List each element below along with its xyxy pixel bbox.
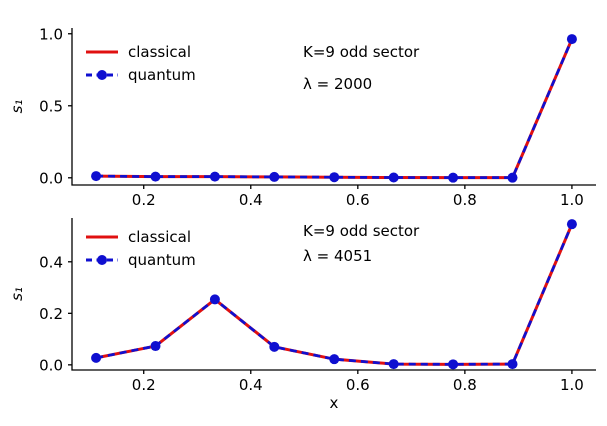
x-tick-label: 0.6 [346, 191, 370, 209]
x-tick-label: 0.2 [132, 191, 156, 209]
y-tick-label: 0.2 [39, 305, 63, 323]
quantum-marker [91, 352, 102, 363]
quantum-marker [566, 219, 577, 230]
quantum-marker [507, 172, 518, 183]
legend-sample-marker [97, 255, 107, 265]
quantum-marker [269, 341, 280, 352]
x-tick-label: 0.2 [132, 376, 156, 394]
y-tick-label: 0.0 [39, 356, 63, 374]
y-axis-label: s₁ [8, 100, 26, 114]
quantum-marker [269, 171, 280, 182]
quantum-marker [388, 359, 399, 370]
quantum-marker [507, 359, 518, 370]
x-tick-label: 0.8 [453, 191, 477, 209]
quantum-marker [329, 172, 340, 183]
y-tick-label: 0.0 [39, 169, 63, 187]
quantum-marker [209, 171, 220, 182]
x-tick-label: 0.4 [239, 191, 263, 209]
subplot-1: 0.0 0.2 0.4 0.2 0.4 0.6 0.8 1.0 classical quantum… [8, 218, 596, 412]
quantum-marker [150, 341, 161, 352]
axes-spines [71, 218, 596, 371]
annotation-text: λ = 2000 [303, 75, 372, 93]
y-tick-label: 1.0 [39, 25, 63, 43]
quantum-marker [209, 294, 220, 305]
quantum-marker [566, 34, 577, 45]
x-axis-label: x [330, 394, 339, 412]
legend-label: quantum [128, 251, 196, 269]
quantum-marker [388, 172, 399, 183]
quantum-line [95, 223, 574, 366]
quantum-marker [448, 359, 459, 370]
legend-label: classical [128, 228, 191, 246]
quantum-marker [329, 354, 340, 365]
annotation-text: λ = 4051 [303, 247, 372, 265]
quantum-marker [91, 171, 102, 182]
axes-spines [71, 28, 596, 186]
x-tick-label: 0.6 [346, 376, 370, 394]
y-tick-label: 0.5 [39, 97, 63, 115]
legend-sample-marker [97, 70, 107, 80]
annotation-text: K=9 odd sector [303, 43, 420, 61]
legend-label: classical [128, 43, 191, 61]
legend-label: quantum [128, 66, 196, 84]
quantum-marker [150, 171, 161, 182]
x-tick-label: 0.8 [453, 376, 477, 394]
x-tick-label: 0.4 [239, 376, 263, 394]
quantum-marker [448, 172, 459, 183]
quantum-line [96, 38, 574, 180]
y-axis-label: s₁ [8, 287, 26, 301]
x-tick-label: 1.0 [560, 376, 584, 394]
x-tick-label: 1.0 [560, 191, 584, 209]
y-tick-label: 0.4 [39, 253, 63, 271]
subplot-0: 0.0 0.5 1.0 0.2 0.4 0.6 0.8 1.0 classical quantum… [8, 25, 596, 209]
annotation-text: K=9 odd sector [303, 222, 420, 240]
